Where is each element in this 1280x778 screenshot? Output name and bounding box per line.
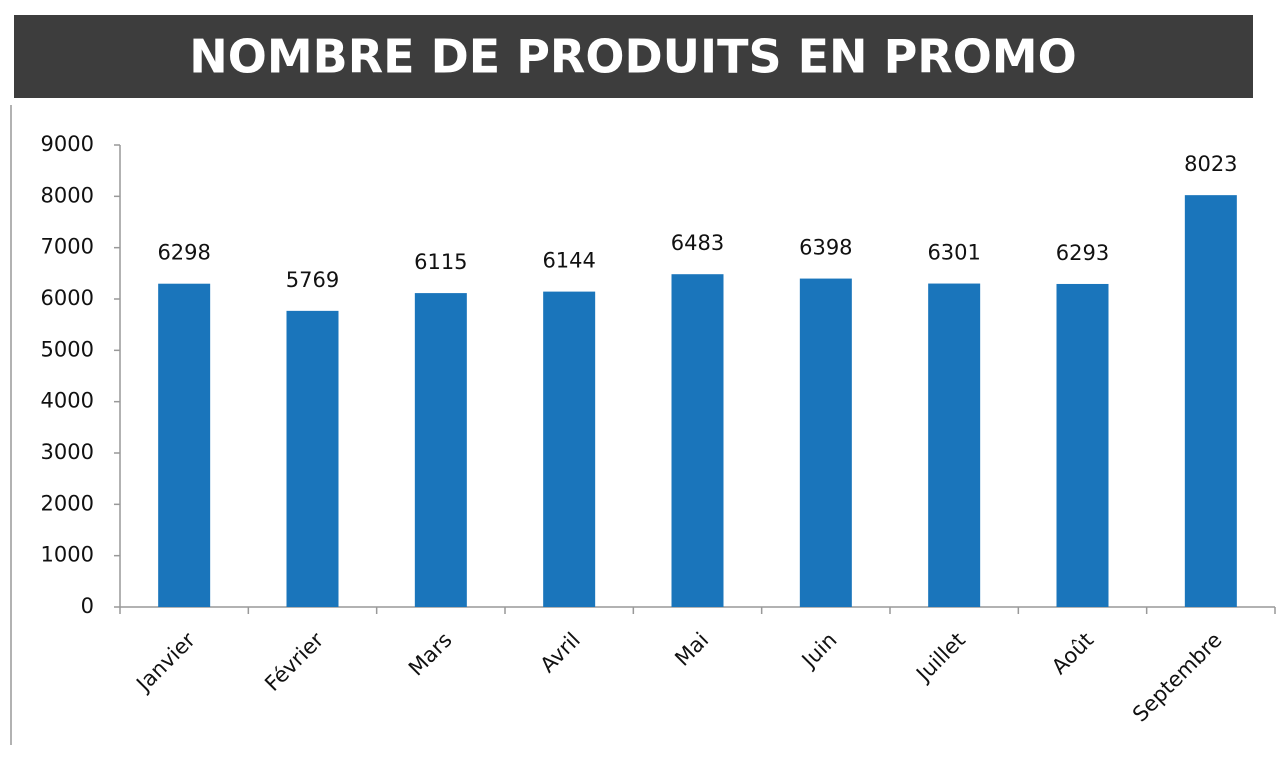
x-tick-label: Juin [796, 628, 842, 674]
y-tick-label: 8000 [41, 183, 94, 207]
data-label: 8023 [1184, 152, 1237, 176]
data-label: 6398 [799, 236, 852, 260]
data-label: 5769 [286, 268, 339, 292]
y-tick-label: 5000 [41, 337, 94, 361]
title-banner [14, 15, 1253, 98]
x-tick-label: Juillet [910, 628, 970, 688]
x-tick-label: Août [1047, 628, 1098, 679]
bar [1184, 195, 1237, 608]
y-tick-label: 2000 [41, 491, 94, 515]
data-label: 6298 [157, 241, 210, 265]
bar [1056, 283, 1109, 607]
y-tick-label: 7000 [41, 235, 94, 259]
y-tick-label: 1000 [41, 543, 94, 567]
bar [671, 274, 724, 607]
bar [286, 310, 339, 607]
x-tick-label: Mai [670, 628, 713, 671]
y-tick-label: 3000 [41, 440, 94, 464]
y-tick-label: 0 [81, 594, 94, 618]
x-tick-label: Février [260, 628, 328, 696]
y-tick-label: 9000 [41, 132, 94, 156]
bar [799, 278, 852, 607]
data-label: 6115 [414, 250, 467, 274]
data-label: 6144 [542, 249, 595, 273]
bar [414, 293, 467, 607]
bar [158, 283, 211, 607]
data-label: 6483 [671, 231, 724, 255]
x-tick-label: Janvier [131, 628, 201, 698]
x-tick-label: Mars [404, 628, 457, 681]
x-tick-label: Septembre [1128, 628, 1227, 727]
y-tick-label: 4000 [41, 389, 94, 413]
chart-title: NOMBRE DE PRODUITS EN PROMO [189, 30, 1076, 84]
bar [928, 283, 981, 607]
data-label: 6293 [1056, 241, 1109, 265]
data-label: 6301 [927, 241, 980, 265]
x-tick-label: Avril [536, 628, 585, 677]
y-tick-label: 6000 [41, 286, 94, 310]
bar [543, 291, 596, 607]
